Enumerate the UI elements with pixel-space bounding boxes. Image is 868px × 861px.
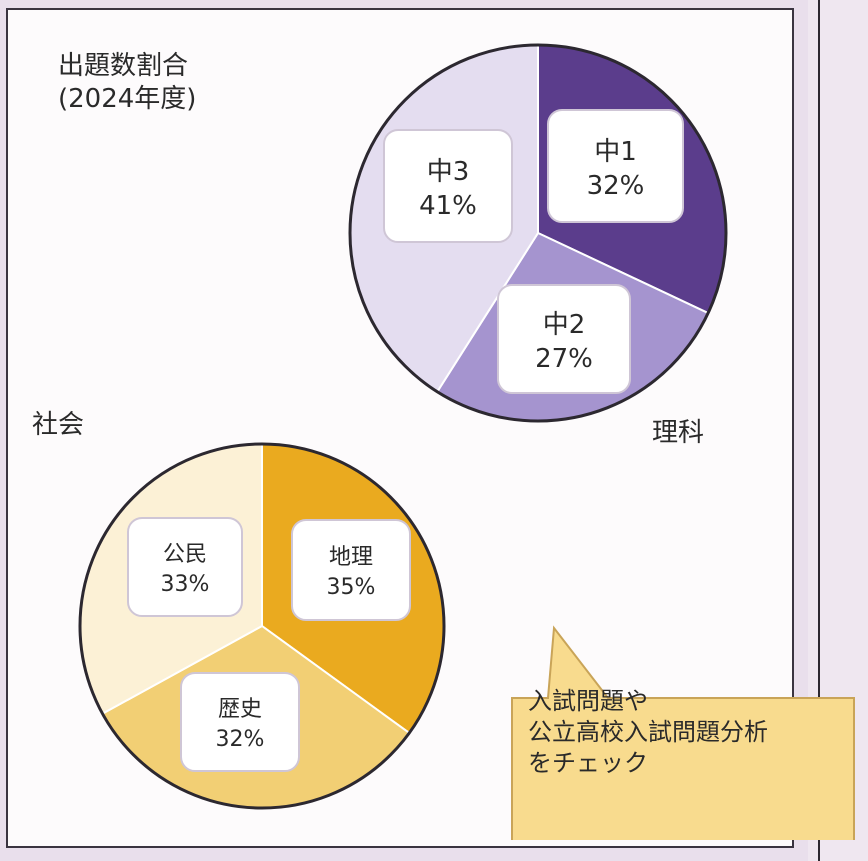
social-label-1: 歴史 32%	[180, 672, 300, 772]
science-category-label-0: 中1	[594, 137, 637, 167]
social-value-label-1: 32%	[216, 727, 265, 752]
science-category-label-2: 中3	[427, 157, 470, 187]
callout-text: 入試問題や 公立高校入試問題分析 をチェック	[528, 686, 848, 780]
heading: 出題数割合 (2024年度)	[58, 50, 196, 115]
science-outline	[348, 43, 728, 423]
social-label-box-2	[127, 517, 243, 617]
social-category-label-2: 公民	[163, 542, 207, 567]
callout-shape	[511, 625, 855, 840]
social-label-0: 地理 35%	[291, 519, 411, 621]
science-label-box-0	[547, 109, 684, 223]
callout-line-3: をチェック	[528, 749, 648, 778]
social-category-label-0: 地理	[329, 545, 373, 570]
heading-year: (2024年度)	[58, 83, 197, 114]
science-label-box-2	[383, 129, 513, 243]
social-chart-title: 社会	[32, 410, 85, 440]
social-category-label-1: 歴史	[218, 697, 262, 722]
social-outline	[78, 442, 446, 810]
callout-line-1: 入試問題や	[528, 687, 648, 715]
social-label-box-0	[291, 519, 411, 621]
science-value-label-0: 32%	[587, 171, 645, 201]
social-value-label-2: 33%	[161, 572, 210, 597]
social-value-label-0: 35%	[327, 575, 376, 600]
science-chart-title: 理科	[652, 418, 705, 448]
science-value-label-2: 41%	[419, 191, 477, 221]
science-category-label-1: 中2	[543, 310, 586, 340]
science-value-label-1: 27%	[535, 344, 593, 374]
science-label-box-1	[497, 284, 631, 394]
callout-line-2: 公立高校入試問題分析	[528, 718, 768, 747]
social-pie-chart: 地理 35% 歴史 32% 公民 33%	[78, 442, 446, 810]
social-label-box-1	[180, 672, 300, 772]
heading-title: 出題数割合	[58, 51, 189, 81]
callout-bubble	[511, 625, 855, 840]
social-label-2: 公民 33%	[127, 517, 243, 617]
edge-rule	[818, 0, 820, 861]
